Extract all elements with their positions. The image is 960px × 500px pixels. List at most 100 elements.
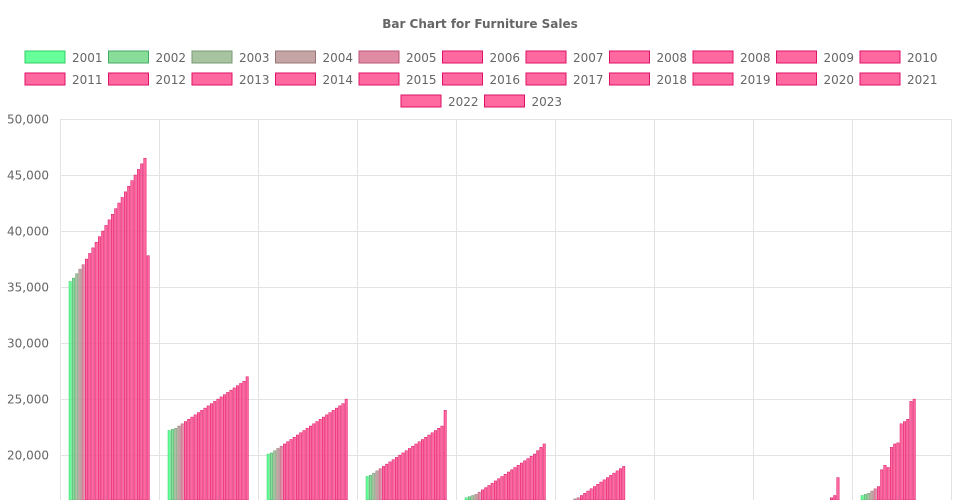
- bar[interactable]: [299, 432, 303, 500]
- bar[interactable]: [203, 407, 207, 500]
- bar[interactable]: [507, 471, 510, 500]
- bar[interactable]: [273, 450, 277, 500]
- bar[interactable]: [573, 498, 577, 500]
- bar[interactable]: [909, 401, 913, 500]
- bar[interactable]: [443, 410, 447, 500]
- legend-item[interactable]: 2005: [358, 50, 437, 65]
- bar[interactable]: [124, 191, 127, 500]
- bar[interactable]: [899, 423, 903, 500]
- legend-item[interactable]: 2006: [442, 50, 521, 65]
- bar[interactable]: [245, 376, 249, 500]
- bar[interactable]: [529, 456, 533, 500]
- legend-item[interactable]: 2001: [24, 50, 103, 65]
- bar[interactable]: [206, 405, 210, 500]
- bar[interactable]: [94, 242, 98, 500]
- bar[interactable]: [481, 489, 484, 500]
- bar[interactable]: [111, 214, 114, 500]
- bar[interactable]: [325, 414, 329, 500]
- bar[interactable]: [510, 469, 514, 500]
- bar[interactable]: [500, 476, 504, 500]
- bar[interactable]: [880, 469, 884, 500]
- bar[interactable]: [391, 459, 395, 500]
- bar[interactable]: [513, 467, 517, 500]
- bar[interactable]: [523, 460, 527, 500]
- bar[interactable]: [836, 477, 840, 500]
- bar[interactable]: [81, 264, 85, 500]
- bar[interactable]: [580, 495, 583, 500]
- legend-item[interactable]: 2021: [859, 72, 938, 87]
- bar[interactable]: [213, 401, 217, 500]
- bar[interactable]: [266, 453, 270, 500]
- bar[interactable]: [140, 163, 144, 500]
- bar[interactable]: [279, 445, 283, 500]
- bar[interactable]: [312, 423, 316, 500]
- bar[interactable]: [270, 452, 273, 500]
- bar[interactable]: [516, 465, 520, 500]
- bar[interactable]: [276, 448, 280, 500]
- bar[interactable]: [487, 485, 491, 500]
- bar[interactable]: [474, 494, 478, 500]
- bar[interactable]: [873, 488, 877, 500]
- bar[interactable]: [344, 398, 348, 500]
- bar[interactable]: [242, 380, 246, 500]
- bar[interactable]: [232, 387, 236, 500]
- bar[interactable]: [434, 430, 437, 500]
- bar[interactable]: [896, 442, 900, 500]
- bar[interactable]: [494, 480, 497, 500]
- bar[interactable]: [536, 450, 540, 500]
- bar[interactable]: [886, 467, 890, 500]
- bar[interactable]: [411, 445, 415, 500]
- legend-item[interactable]: 2010: [859, 50, 938, 65]
- bar[interactable]: [107, 219, 111, 500]
- bar[interactable]: [468, 496, 471, 500]
- legend-item[interactable]: 2023: [484, 94, 563, 109]
- bar[interactable]: [193, 414, 197, 500]
- legend-item[interactable]: 2008: [609, 50, 688, 65]
- bar[interactable]: [378, 468, 382, 500]
- bar[interactable]: [490, 482, 494, 500]
- bar[interactable]: [78, 268, 82, 500]
- legend-item[interactable]: 2007: [525, 50, 604, 65]
- bar[interactable]: [890, 447, 893, 500]
- bar[interactable]: [187, 419, 191, 500]
- bar[interactable]: [503, 473, 507, 500]
- bar[interactable]: [239, 383, 243, 500]
- bar[interactable]: [497, 478, 501, 500]
- bar[interactable]: [477, 491, 481, 500]
- bar[interactable]: [127, 185, 131, 500]
- bar[interactable]: [85, 258, 88, 500]
- bar[interactable]: [375, 470, 379, 500]
- bar[interactable]: [289, 439, 293, 500]
- bar[interactable]: [395, 457, 398, 500]
- bar[interactable]: [335, 407, 338, 500]
- bar[interactable]: [382, 466, 385, 500]
- legend-item[interactable]: 2019: [692, 72, 771, 87]
- bar[interactable]: [484, 487, 488, 500]
- bar[interactable]: [88, 253, 92, 500]
- bar[interactable]: [210, 403, 213, 500]
- bar[interactable]: [184, 421, 187, 500]
- bar[interactable]: [602, 479, 606, 500]
- bar[interactable]: [328, 412, 332, 500]
- bar[interactable]: [167, 430, 171, 500]
- legend-item[interactable]: 2012: [108, 72, 187, 87]
- bar[interactable]: [520, 462, 523, 500]
- bar[interactable]: [117, 202, 121, 500]
- bar[interactable]: [72, 277, 75, 500]
- bar[interactable]: [318, 419, 322, 500]
- legend-item[interactable]: 2022: [400, 94, 479, 109]
- bar[interactable]: [430, 432, 434, 500]
- bar[interactable]: [599, 481, 603, 500]
- bar[interactable]: [401, 452, 405, 500]
- bar[interactable]: [200, 410, 204, 500]
- bar[interactable]: [833, 495, 837, 500]
- bar[interactable]: [322, 416, 325, 500]
- bar[interactable]: [331, 410, 335, 500]
- bar[interactable]: [427, 434, 431, 500]
- legend-item[interactable]: 2004: [275, 50, 354, 65]
- bar[interactable]: [622, 466, 626, 500]
- bar[interactable]: [338, 405, 342, 500]
- bar[interactable]: [612, 472, 616, 500]
- bar[interactable]: [539, 447, 543, 500]
- bar[interactable]: [309, 425, 312, 500]
